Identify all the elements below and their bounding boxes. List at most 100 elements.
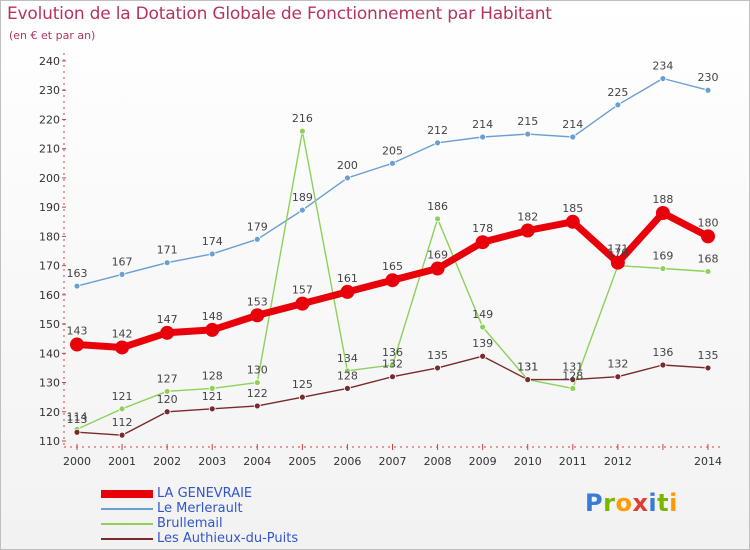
legend-label: Les Authieux-du-Puits [157, 531, 299, 546]
data-point [434, 364, 441, 372]
data-label: 215 [517, 115, 538, 128]
data-point [298, 127, 306, 135]
data-point [344, 384, 351, 392]
data-point [389, 361, 396, 369]
data-label: 167 [112, 255, 133, 268]
data-label: 188 [652, 193, 673, 206]
y-tick-label: 180 [39, 230, 60, 243]
data-label: 165 [382, 260, 403, 273]
data-point [298, 393, 306, 401]
legend-label: LA GENEVRAIE [157, 486, 253, 501]
data-point [479, 323, 487, 331]
data-label: 135 [698, 349, 719, 362]
logo-letter: o [615, 489, 633, 517]
data-label: 136 [382, 346, 403, 359]
data-point [295, 296, 310, 311]
data-label: 178 [472, 222, 493, 235]
data-label: 234 [652, 60, 673, 73]
data-label: 128 [202, 369, 223, 382]
data-label: 200 [337, 159, 358, 172]
data-label: 185 [562, 202, 583, 215]
legend-swatch [101, 508, 153, 510]
data-point [655, 206, 670, 220]
legend-item: LA GENEVRAIE [101, 486, 361, 501]
data-point [614, 101, 622, 109]
y-tick-label: 210 [39, 143, 60, 156]
data-point [160, 325, 175, 340]
data-label: 113 [67, 413, 88, 426]
data-point [704, 268, 712, 275]
x-tick-label: 2003 [198, 455, 226, 468]
data-point [344, 174, 351, 182]
data-point [118, 405, 126, 413]
logo-letter: i [648, 489, 658, 517]
data-point [430, 261, 445, 276]
data-label: 122 [247, 387, 268, 400]
data-label: 169 [652, 250, 673, 263]
logo-letter: x [632, 489, 649, 517]
logo-letter: r [603, 489, 616, 517]
data-point [524, 130, 532, 138]
data-point [385, 273, 400, 288]
data-point [565, 214, 580, 229]
x-tick-label: 2009 [469, 455, 497, 468]
data-point [163, 408, 171, 416]
data-point [205, 322, 220, 337]
data-point [253, 402, 261, 410]
data-label: 128 [337, 369, 358, 382]
y-tick-label: 230 [39, 84, 60, 97]
legend-swatch [101, 523, 153, 525]
data-point [344, 367, 351, 375]
data-label: 171 [157, 244, 178, 257]
y-tick-label: 240 [39, 55, 60, 68]
y-tick-label: 220 [39, 113, 60, 126]
y-tick-label: 140 [39, 347, 60, 360]
data-point [389, 159, 396, 167]
data-point [115, 340, 130, 355]
data-point [434, 215, 441, 223]
data-point [701, 229, 715, 244]
chart-title: Evolution de la Dotation Globale de Fonc… [7, 4, 552, 24]
proxiti-logo: Proxiti [585, 489, 678, 517]
y-tick-label: 200 [39, 172, 60, 185]
data-label: 149 [472, 308, 493, 321]
data-label: 143 [67, 325, 88, 338]
data-point [73, 428, 81, 436]
data-point [704, 364, 712, 372]
y-tick-label: 150 [39, 318, 60, 331]
data-label: 131 [517, 361, 538, 374]
data-label: 120 [157, 393, 178, 406]
x-tick-label: 2010 [514, 455, 542, 468]
data-label: 157 [292, 284, 313, 297]
data-label: 225 [607, 86, 628, 99]
data-point [163, 387, 171, 395]
legend-swatch [101, 538, 153, 540]
data-point [610, 255, 625, 270]
data-label: 132 [382, 358, 403, 371]
data-point [298, 206, 306, 214]
data-point [208, 405, 216, 413]
data-point [704, 86, 712, 94]
y-tick-label: 130 [39, 377, 60, 390]
data-label: 142 [112, 327, 133, 340]
legend-label: Le Merlerault [157, 501, 243, 516]
x-tick-label: 2001 [108, 455, 136, 468]
logo-letter: P [585, 489, 604, 517]
x-tick-label: 2007 [379, 455, 407, 468]
data-label: 171 [607, 243, 628, 256]
data-label: 136 [652, 346, 673, 359]
y-tick-label: 170 [39, 260, 60, 273]
data-point [73, 282, 81, 290]
data-point [479, 352, 487, 360]
chart-subtitle: (en € et par an) [9, 29, 96, 42]
data-label: 163 [67, 267, 88, 280]
x-tick-label: 2011 [559, 455, 587, 468]
data-label: 214 [472, 118, 493, 131]
data-label: 174 [202, 235, 223, 248]
data-point [208, 384, 216, 392]
logo-letter: i [669, 489, 678, 517]
data-label: 132 [607, 358, 628, 371]
legend-item: Les Authieux-du-Puits [101, 531, 361, 546]
data-label: 161 [337, 272, 358, 285]
